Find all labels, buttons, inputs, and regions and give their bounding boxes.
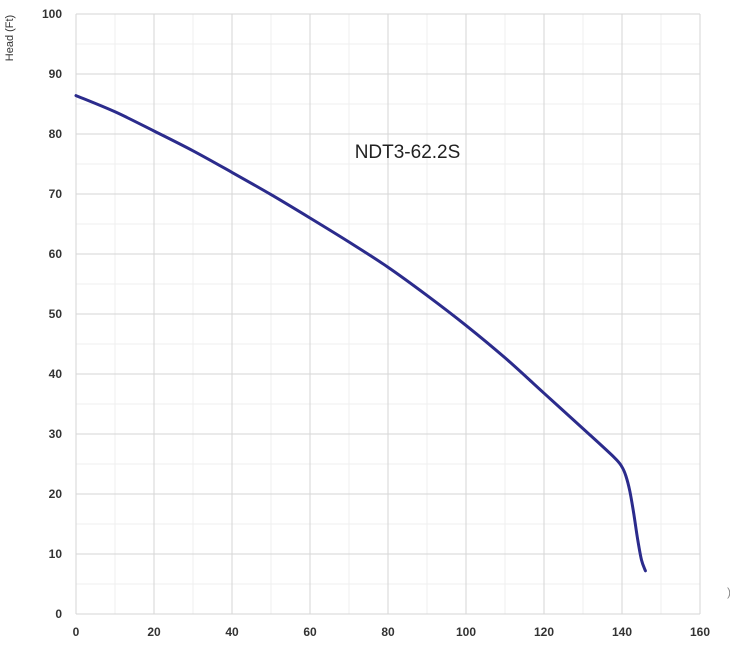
y-tick-label: 70	[49, 187, 63, 201]
x-tick-label: 60	[303, 625, 317, 639]
x-tick-label: 160	[690, 625, 710, 639]
x-tick-label: 20	[147, 625, 161, 639]
x-tick-label: 0	[73, 625, 80, 639]
y-tick-label: 0	[55, 607, 62, 621]
y-axis-ticks: 0 10 20 30 40 50 60 70 80 90 100	[42, 7, 62, 621]
x-tick-label: 140	[612, 625, 632, 639]
x-tick-label: 100	[456, 625, 476, 639]
y-tick-label: 90	[49, 67, 63, 81]
x-tick-label: 80	[381, 625, 395, 639]
curve-annotation: NDT3-62.2S	[355, 142, 461, 163]
x-tick-label: 40	[225, 625, 239, 639]
y-tick-label: 30	[49, 427, 63, 441]
y-tick-label: 40	[49, 367, 63, 381]
x-axis-ticks: 0 20 40 60 80 100 120 140 160	[73, 625, 711, 639]
y-tick-label: 60	[49, 247, 63, 261]
annotations-group: NDT3-62.2S	[355, 142, 461, 163]
y-tick-label: 100	[42, 7, 62, 21]
y-tick-label: 50	[49, 307, 63, 321]
y-tick-label: 20	[49, 487, 63, 501]
series-group	[74, 94, 647, 573]
clipped-edge-glyph: )	[727, 585, 730, 599]
y-tick-label: 80	[49, 127, 63, 141]
grid-major	[75, 13, 701, 615]
x-tick-label: 120	[534, 625, 554, 639]
series-line-ndt3-62-2s	[74, 94, 647, 573]
y-axis-title: Head (Ft)	[4, 15, 16, 61]
y-tick-label: 10	[49, 547, 63, 561]
